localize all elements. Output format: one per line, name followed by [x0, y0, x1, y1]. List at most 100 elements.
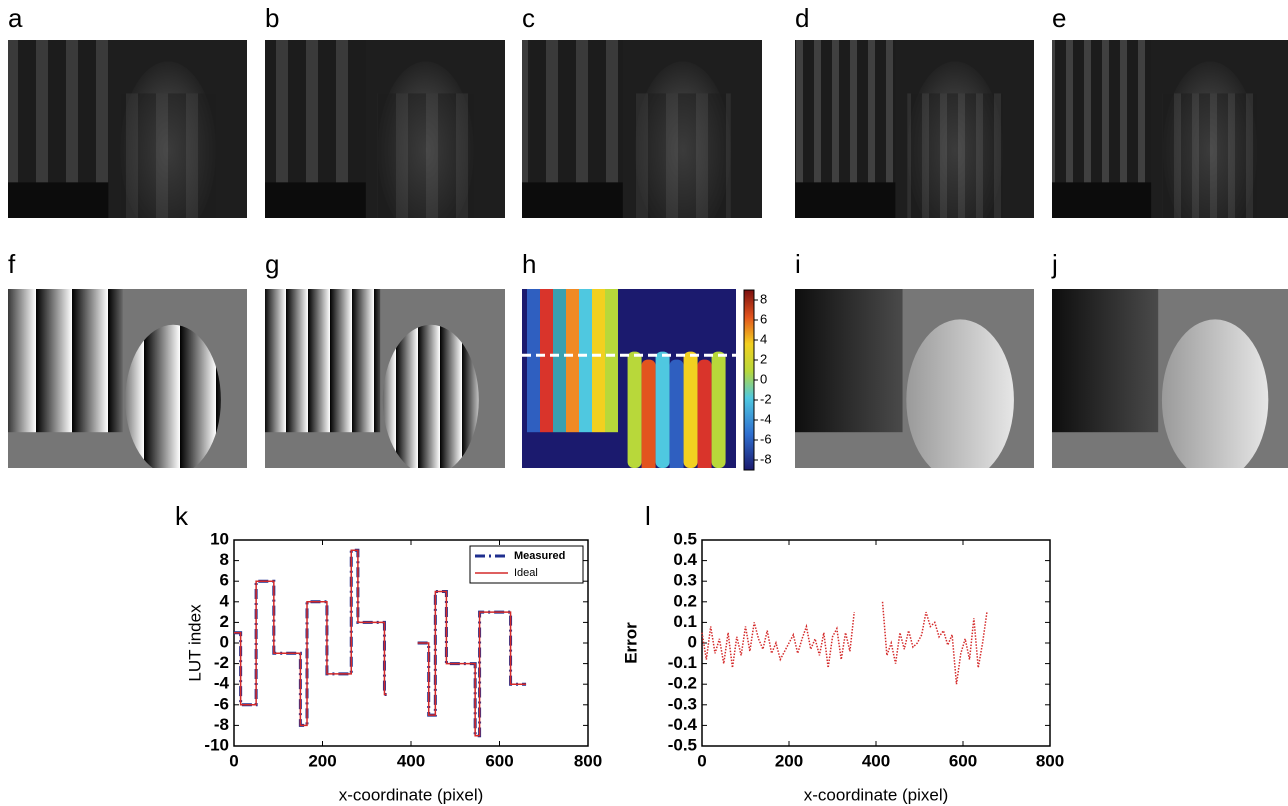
abs-statue [1161, 319, 1269, 468]
y-tick-label: -8 [214, 715, 229, 734]
phase-left [265, 289, 381, 433]
legend-label: Measured [514, 550, 565, 562]
colorbar-tick-label: -8 [760, 451, 772, 466]
image [522, 289, 736, 468]
x-axis-label: x-coordinate (pixel) [804, 785, 949, 804]
order-stripe [540, 289, 553, 433]
colorbar-tick-label: 2 [760, 351, 767, 366]
order-stripe [627, 351, 642, 468]
shadow [1052, 182, 1152, 218]
order-stripe [683, 351, 698, 468]
y-axis-label: LUT index [185, 604, 204, 682]
order-stripe [641, 359, 656, 468]
order-stripe [553, 289, 566, 433]
order-stripe [669, 359, 684, 468]
image [1052, 40, 1288, 218]
legend-label: Ideal [514, 567, 538, 579]
x-tick-label: 400 [862, 751, 890, 770]
y-tick-label: 4 [220, 591, 230, 610]
panel-label: j [1051, 249, 1058, 279]
shadow [795, 182, 896, 218]
legend-box [469, 545, 584, 584]
image-panel: h [522, 249, 736, 468]
image-panel: g [265, 249, 505, 468]
x-axis-label: x-coordinate (pixel) [339, 785, 484, 804]
data-line [701, 601, 988, 685]
order-stripe [605, 289, 618, 433]
y-tick-label: 8 [220, 550, 229, 569]
y-tick-label: -0.5 [668, 735, 697, 754]
abs-statue [906, 319, 1014, 468]
y-tick-label: 0 [688, 632, 697, 651]
fringes [1052, 40, 1152, 183]
x-tick-label: 800 [574, 751, 602, 770]
x-tick-label: 600 [949, 751, 977, 770]
shadow [522, 182, 623, 218]
order-stripe [655, 351, 670, 468]
colorbar-tick-label: 4 [760, 331, 767, 346]
image-panel: i [795, 249, 1034, 468]
chart: k0 200 400 600 800-10-8-6-4-20246810x-coordi… [175, 501, 602, 805]
chart-title: l [645, 501, 651, 531]
order-stripe [592, 289, 605, 433]
image-panel: f [8, 249, 247, 468]
y-tick-label: -6 [214, 694, 229, 713]
colorbar-tick-label: 6 [760, 311, 767, 326]
abs-left [1052, 289, 1159, 433]
y-tick-label: -0.3 [668, 694, 697, 713]
statue-fringes [1162, 93, 1258, 218]
y-tick-label: 2 [220, 612, 229, 631]
y-tick-label: -0.2 [668, 674, 697, 693]
panel-label: d [795, 3, 809, 33]
y-tick-label: -10 [204, 735, 229, 754]
phase-statue [382, 324, 479, 468]
fringes [522, 40, 623, 183]
colorbar-tick-label: -4 [760, 411, 772, 426]
legend: Measured Ideal [469, 545, 584, 584]
phase-statue [125, 324, 221, 468]
y-axis-label: Error [621, 622, 640, 664]
statue-fringes [907, 93, 1003, 218]
y-tick-label: 6 [220, 571, 229, 590]
image [8, 289, 247, 468]
y-tick-label: 0.5 [673, 529, 697, 548]
fringes [795, 40, 896, 183]
y-tick-label: 0.2 [673, 591, 697, 610]
colorbar-tick-label: -6 [760, 431, 772, 446]
y-tick-label: 0.4 [673, 550, 697, 569]
x-tick-label: 600 [485, 751, 513, 770]
abs-left [795, 289, 903, 433]
order-stripe [527, 289, 540, 433]
panel-label: h [522, 249, 536, 279]
order-stripe [711, 351, 726, 468]
y-tick-label: -2 [214, 653, 229, 672]
y-tick-label: -4 [214, 674, 230, 693]
charts: k0 200 400 600 800-10-8-6-4-20246810x-coordi… [175, 501, 1064, 805]
y-tick-label: 10 [210, 529, 229, 548]
y-tick-label: -0.4 [668, 715, 698, 734]
order-stripe [566, 289, 579, 433]
image [265, 289, 505, 468]
shadow [265, 182, 366, 218]
data-line [234, 549, 527, 737]
y-tick-label: 0 [220, 632, 229, 651]
image [265, 40, 505, 218]
x-tick-label: 200 [775, 751, 803, 770]
image [1052, 289, 1288, 468]
shadow [8, 182, 109, 218]
image [795, 289, 1034, 468]
colorbar [743, 289, 755, 471]
fringes [265, 40, 366, 183]
panel-label: f [8, 249, 16, 279]
panel-label: i [795, 249, 801, 279]
panel-label: c [522, 3, 535, 33]
plot-frame [701, 539, 1051, 747]
order-stripe [697, 359, 712, 468]
image-panel: c [522, 3, 762, 218]
y-tick-label: 0.1 [673, 612, 697, 631]
image-panel: j [1051, 249, 1288, 468]
image [795, 40, 1034, 218]
x-tick-label: 0 [229, 751, 238, 770]
image-panel: b [265, 3, 505, 218]
